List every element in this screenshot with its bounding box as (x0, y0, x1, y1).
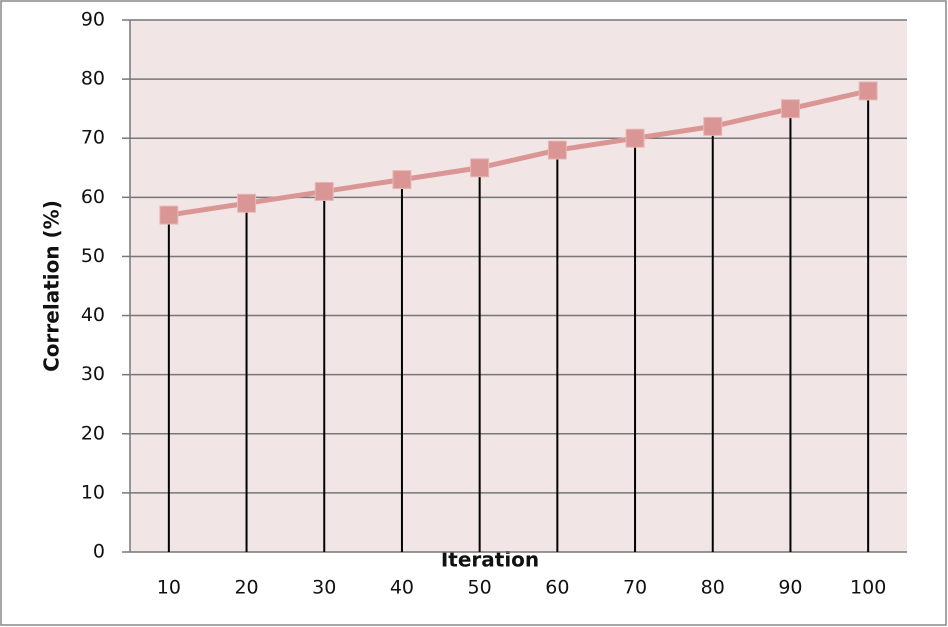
marker (237, 193, 257, 213)
x-tick-label: 90 (778, 577, 802, 599)
x-tick-label: 80 (701, 577, 725, 599)
x-tick-label: 30 (312, 577, 336, 599)
x-tick-label: 50 (468, 577, 492, 599)
y-tick-label: 50 (81, 245, 105, 267)
y-tick-label: 30 (81, 363, 105, 385)
y-tick-label: 60 (81, 186, 105, 208)
y-tick-label: 0 (93, 541, 105, 563)
x-tick-label: 100 (850, 577, 886, 599)
marker (858, 81, 878, 101)
marker (392, 170, 412, 190)
y-tick-label: 10 (81, 481, 105, 503)
marker (159, 205, 179, 225)
x-tick-label: 10 (157, 577, 181, 599)
x-tick-label: 70 (623, 577, 647, 599)
marker (547, 140, 567, 160)
plot-area (130, 20, 907, 552)
y-tick-label: 20 (81, 422, 105, 444)
marker (314, 181, 334, 201)
data-line (168, 88, 869, 218)
y-tick-label: 40 (81, 304, 105, 326)
y-tick-label: 90 (81, 9, 105, 31)
marker (625, 128, 645, 148)
y-axis-title: Correlation (%) (40, 200, 64, 372)
x-tick-label: 60 (545, 577, 569, 599)
marker (780, 99, 800, 119)
y-tick-label: 70 (81, 127, 105, 149)
marker (470, 158, 490, 178)
y-tick-label: 80 (81, 68, 105, 90)
x-tick-label: 40 (390, 577, 414, 599)
x-axis-title: Iteration (441, 548, 539, 572)
x-tick-label: 20 (234, 577, 258, 599)
marker (703, 116, 723, 136)
